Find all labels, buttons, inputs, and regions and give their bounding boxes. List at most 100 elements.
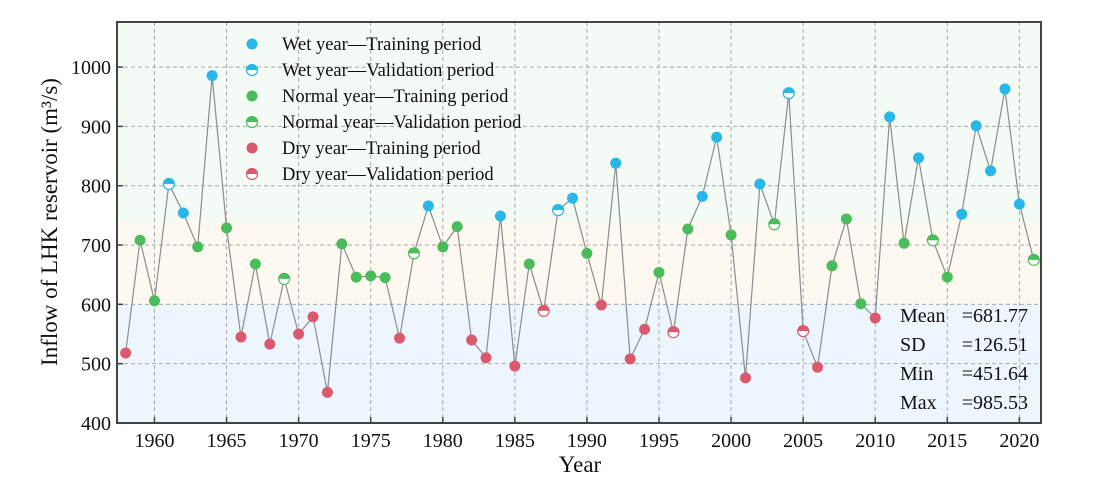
data-point-2019 [999, 83, 1011, 95]
data-point-1999 [711, 131, 723, 143]
x-tick-label: 1960 [134, 430, 174, 452]
data-point-2015 [941, 271, 953, 283]
data-point-2017 [970, 120, 982, 132]
x-tick-label: 1965 [207, 430, 247, 452]
data-point-1962 [177, 207, 189, 219]
data-point-1982 [466, 334, 478, 346]
legend-label: Wet year—Validation period [282, 61, 495, 81]
data-point-2005-fill [797, 325, 809, 332]
data-point-2008 [840, 213, 852, 225]
legend-marker-fill [246, 116, 258, 122]
x-tick-label: 2010 [855, 430, 895, 452]
data-point-1978-fill [408, 247, 420, 254]
legend-label: Normal year—Validation period [282, 113, 522, 133]
x-tick-label: 2000 [711, 430, 751, 452]
stat-name: Max [900, 392, 937, 414]
data-point-2006 [812, 361, 824, 373]
data-point-2020 [1013, 198, 1025, 210]
data-point-1961-fill [163, 178, 175, 184]
data-point-1960 [148, 295, 160, 307]
x-tick-label: 2015 [927, 430, 967, 452]
plot-frame [116, 21, 1042, 424]
legend-label: Dry year—Validation period [282, 165, 494, 185]
data-point-1992 [610, 157, 622, 169]
data-point-1972 [321, 386, 333, 398]
data-point-1993 [624, 353, 636, 365]
data-point-1974 [350, 271, 362, 283]
x-tick-label: 1970 [279, 430, 319, 452]
legend-marker [246, 142, 258, 154]
y-tick-label: 800 [81, 176, 111, 198]
stat-value: =681.77 [962, 305, 1028, 327]
data-point-1965 [221, 222, 233, 234]
legend-label: Normal year—Training period [282, 87, 509, 107]
data-point-1995 [653, 266, 665, 278]
data-point-1966 [235, 331, 247, 343]
data-point-2021-fill [1028, 254, 1040, 260]
x-tick-label: 1990 [567, 430, 607, 452]
data-point-1987-fill [538, 305, 550, 311]
data-point-2016 [956, 208, 968, 220]
data-point-1968 [264, 338, 276, 350]
data-point-2013 [912, 152, 924, 164]
data-point-2012 [898, 237, 910, 249]
data-point-2014-fill [927, 234, 939, 241]
stat-value: =985.53 [962, 392, 1028, 414]
data-point-1997 [682, 223, 694, 235]
legend-marker-fill [246, 168, 258, 174]
data-point-1984 [494, 210, 506, 222]
data-point-1959 [134, 234, 146, 246]
stat-name: SD [900, 334, 926, 356]
x-tick-label: 1980 [423, 430, 463, 452]
data-point-1977 [394, 332, 406, 344]
x-tick-label: 1985 [495, 430, 535, 452]
data-point-1998 [696, 190, 708, 202]
x-tick-label: 1995 [639, 430, 679, 452]
y-tick-label: 900 [81, 116, 111, 138]
stat-name: Min [900, 363, 933, 385]
x-tick-label: 1975 [351, 430, 391, 452]
data-point-1994 [639, 323, 651, 335]
data-point-1985 [509, 360, 521, 372]
series-line [125, 75, 1035, 393]
data-point-1991 [595, 299, 607, 311]
data-point-1973 [336, 238, 348, 250]
x-axis-label: Year [559, 452, 602, 477]
data-point-2001 [739, 372, 751, 384]
data-point-2002 [754, 178, 766, 190]
data-point-1964 [206, 70, 218, 82]
data-point-1981 [451, 221, 463, 233]
stat-value: =126.51 [962, 334, 1028, 356]
legend-label: Wet year—Training period [282, 35, 482, 55]
data-point-2010 [869, 312, 881, 324]
y-tick-label: 1000 [71, 57, 111, 79]
stat-name: Mean [900, 305, 946, 327]
data-point-1990 [581, 247, 593, 259]
y-axis-label: Inflow of LHK reservoir (m³/s) [37, 78, 62, 366]
y-tick-label: 400 [81, 413, 111, 435]
y-tick-label: 700 [81, 235, 111, 257]
data-point-1975 [365, 270, 377, 282]
legend-marker [246, 38, 258, 50]
data-point-2007 [826, 260, 838, 272]
data-point-1996-fill [667, 326, 679, 333]
legend-marker [246, 90, 258, 102]
data-point-1967 [249, 258, 261, 270]
data-point-2004-fill [783, 87, 795, 94]
legend-label: Dry year—Training period [282, 139, 481, 159]
legend-marker-fill [246, 64, 258, 70]
data-point-1989 [567, 192, 579, 204]
data-point-2009 [855, 298, 867, 310]
data-point-1983 [480, 352, 492, 364]
data-point-2018 [985, 165, 997, 177]
data-point-2011 [884, 111, 896, 123]
data-point-1988-fill [552, 204, 564, 211]
data-point-1971 [307, 311, 319, 323]
data-point-1979 [422, 200, 434, 212]
x-tick-label: 2005 [783, 430, 823, 452]
stat-value: =451.64 [962, 363, 1028, 385]
data-point-1969-fill [278, 273, 290, 279]
data-point-2000 [725, 229, 737, 241]
data-point-1970 [293, 328, 305, 340]
